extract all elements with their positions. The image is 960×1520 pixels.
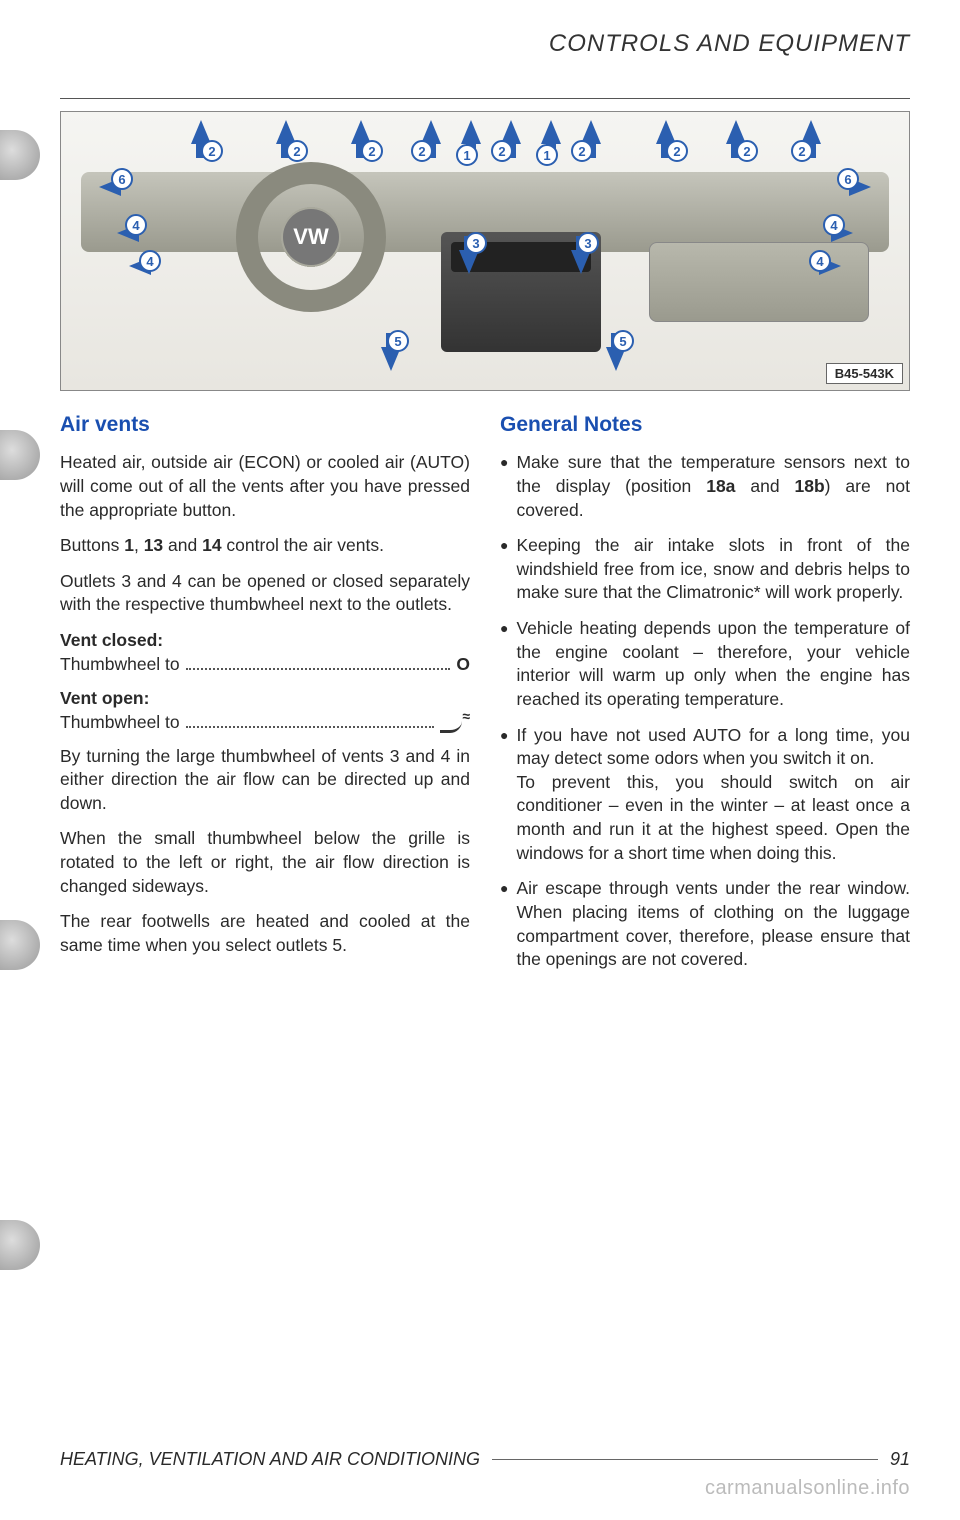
- page-number: 91: [890, 1449, 910, 1470]
- binder-tab: [0, 430, 40, 480]
- body-text: By turning the large thumbwheel of vents…: [60, 745, 470, 816]
- section-heading: General Notes: [500, 411, 910, 439]
- left-column: Air vents Heated air, outside air (ECON)…: [60, 411, 470, 984]
- callout: 2: [411, 140, 433, 162]
- callout: 4: [823, 214, 845, 236]
- body-text: Buttons 1, 13 and 14 control the air ven…: [60, 534, 470, 558]
- setting-line: Thumbwheel to O: [60, 653, 470, 677]
- callout: 6: [111, 168, 133, 190]
- page-footer: HEATING, VENTILATION AND AIR CONDITIONIN…: [60, 1449, 910, 1470]
- callout: 3: [577, 232, 599, 254]
- watermark: carmanualsonline.info: [705, 1477, 910, 1500]
- binder-tab: [0, 1220, 40, 1270]
- callout: 2: [286, 140, 308, 162]
- body-text: The rear footwells are heated and cooled…: [60, 910, 470, 957]
- callout: 5: [387, 330, 409, 352]
- callout: 4: [139, 250, 161, 272]
- callout: 2: [736, 140, 758, 162]
- footer-section: HEATING, VENTILATION AND AIR CONDITIONIN…: [60, 1449, 480, 1470]
- section-heading: Air vents: [60, 411, 470, 439]
- figure-id: B45-543K: [826, 363, 903, 384]
- bullet-item: Air escape through vents under the rear …: [500, 877, 910, 972]
- callout: 4: [809, 250, 831, 272]
- body-text: Outlets 3 and 4 can be opened or closed …: [60, 570, 470, 617]
- bullet-item: If you have not used AUTO for a long ti­…: [500, 724, 910, 866]
- callout: 5: [612, 330, 634, 352]
- body-text: Heated air, outside air (ECON) or cooled…: [60, 451, 470, 522]
- callout: 1: [536, 144, 558, 166]
- binder-tab: [0, 130, 40, 180]
- callout: 6: [837, 168, 859, 190]
- page-header: CONTROLS AND EQUIPMENT: [60, 30, 910, 58]
- subheading: Vent open:: [60, 687, 470, 711]
- callout: 2: [361, 140, 383, 162]
- callout: 1: [456, 144, 478, 166]
- bullet-item: Make sure that the temperature sensors n…: [500, 451, 910, 522]
- vent-open-icon: [440, 713, 470, 733]
- bullet-item: Vehicle heating depends upon the tem­per…: [500, 617, 910, 712]
- callout: 2: [571, 140, 593, 162]
- divider: [60, 98, 910, 99]
- callout: 2: [491, 140, 513, 162]
- bullet-item: Keeping the air intake slots in front of…: [500, 534, 910, 605]
- dashboard-figure: VW 2 2 2 2 1 2 1 2 2 2 2 6 6 4 4 4 4 3 3…: [60, 111, 910, 391]
- right-column: General Notes Make sure that the tempera…: [500, 411, 910, 984]
- callout: 2: [201, 140, 223, 162]
- setting-line: Thumbwheel to: [60, 710, 470, 734]
- body-text: When the small thumbwheel below the gril…: [60, 827, 470, 898]
- callout: 2: [666, 140, 688, 162]
- subheading: Vent closed:: [60, 629, 470, 653]
- callout: 4: [125, 214, 147, 236]
- binder-tab: [0, 920, 40, 970]
- callout: 2: [791, 140, 813, 162]
- callout: 3: [465, 232, 487, 254]
